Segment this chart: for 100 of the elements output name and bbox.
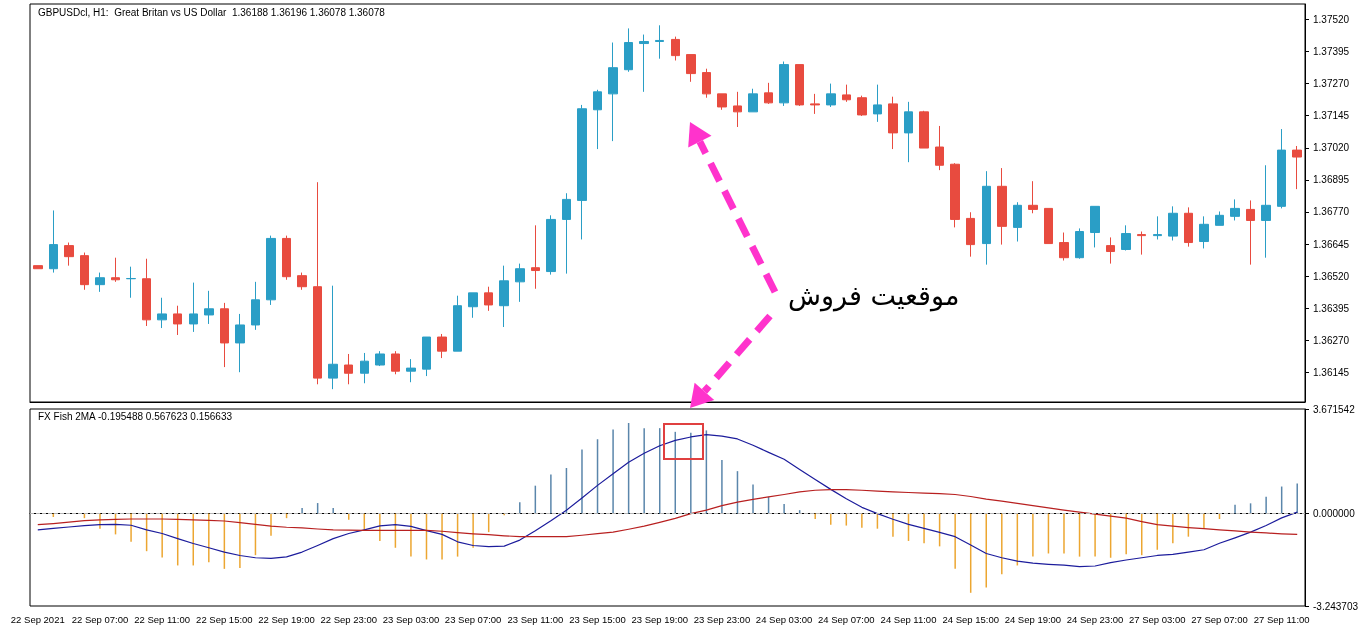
candlestick: [624, 27, 633, 73]
candlestick: [702, 68, 711, 99]
y-tick-label: 1.37145: [1313, 110, 1350, 122]
candlestick: [344, 353, 353, 385]
candlestick: [111, 257, 120, 283]
candlestick: [655, 24, 664, 60]
candlestick: [189, 282, 198, 333]
candlestick: [1121, 224, 1131, 251]
candlestick: [562, 192, 571, 275]
x-tick-label: 22 Sep 07:00: [71, 613, 129, 625]
candlestick: [764, 82, 773, 105]
candlestick: [982, 170, 991, 266]
candlestick: [1106, 236, 1115, 265]
annotation: موقعیت فروش: [788, 280, 960, 312]
x-tick-label: 27 Sep 11:00: [1253, 613, 1310, 625]
candlestick: [748, 88, 758, 113]
x-tick-label: 22 Sep 23:00: [320, 613, 378, 625]
y-tick-label: 1.36395: [1313, 302, 1350, 314]
candlestick: [297, 272, 307, 291]
candlestick: [888, 96, 898, 150]
candlestick: [1261, 164, 1271, 259]
y-tick-label: 1.36895: [1313, 174, 1350, 186]
x-tick-label: 27 Sep 07:00: [1191, 613, 1248, 625]
candlestick: [204, 290, 214, 325]
x-tick-label: 22 Sep 11:00: [134, 613, 191, 625]
candlestick: [282, 235, 291, 281]
candlestick: [49, 209, 58, 274]
candlestick: [515, 263, 525, 303]
candlestick: [499, 265, 509, 328]
candlestick: [826, 83, 836, 108]
candlestick: [406, 358, 416, 383]
chart-title: FX Fish 2MA -0.195488 0.567623 0.156633: [38, 410, 233, 422]
x-tick-label: 23 Sep 23:00: [693, 613, 751, 625]
candlestick: [810, 93, 820, 115]
y-tick-label: 1.37520: [1313, 13, 1350, 25]
candlestick: [795, 64, 804, 107]
candlestick: [919, 110, 929, 149]
x-tick-label: 22 Sep 15:00: [196, 613, 253, 625]
x-tick-label: 24 Sep 11:00: [880, 613, 937, 625]
candlestick: [1090, 205, 1100, 248]
y-tick-label: 1.37395: [1313, 46, 1350, 57]
candlestick: [1292, 145, 1302, 190]
candlestick: [328, 285, 338, 390]
candlestick: [422, 336, 431, 377]
candlestick: [235, 313, 245, 373]
candlestick: [1230, 198, 1240, 221]
x-tick-label: 24 Sep 19:00: [1004, 613, 1062, 625]
x-tick-label: 22 Sep 19:00: [258, 613, 315, 625]
candlestick: [873, 84, 882, 123]
candlestick: [1199, 215, 1209, 249]
candlestick: [360, 352, 369, 384]
x-tick-label: 22 Sep 2021: [10, 613, 65, 625]
candlestick: [95, 272, 105, 293]
y-tick-label: 0.000000: [1313, 508, 1356, 520]
candlestick: [142, 258, 151, 327]
candlestick: [251, 281, 260, 331]
candlestick: [639, 34, 649, 93]
x-tick-label: 24 Sep 15:00: [942, 613, 999, 625]
candlestick: [126, 266, 136, 299]
candlestick: [1215, 210, 1224, 226]
candlestick: [671, 36, 680, 61]
x-tick-label: 27 Sep 03:00: [1129, 613, 1186, 625]
candlestick: [608, 42, 618, 142]
candlestick: [1184, 206, 1193, 248]
candlestick: [157, 297, 167, 329]
candlestick: [779, 61, 789, 107]
candlestick: [733, 91, 742, 128]
candlestick: [1075, 227, 1084, 260]
x-tick-label: 23 Sep 07:00: [444, 613, 502, 625]
candlestick: [904, 101, 913, 163]
candlestick: [857, 95, 867, 117]
candlestick: [220, 302, 229, 368]
candlestick: [1246, 199, 1255, 266]
x-tick-label: 24 Sep 23:00: [1066, 613, 1124, 625]
candlestick: [546, 214, 556, 276]
candlestick: [80, 252, 89, 291]
y-tick-label: 1.36645: [1313, 238, 1350, 250]
y-tick-label: 1.37270: [1313, 78, 1350, 90]
candlestick: [437, 333, 447, 359]
candlestick: [1168, 205, 1178, 241]
candlestick: [997, 167, 1007, 246]
x-tick-label: 23 Sep 19:00: [631, 613, 688, 625]
line-series: [37, 434, 1298, 568]
candlestick: [391, 350, 400, 375]
y-tick-label: 1.36145: [1313, 366, 1350, 378]
x-tick-label: 24 Sep 07:00: [818, 613, 875, 625]
line-series: [37, 489, 1298, 538]
candlestick: [1028, 180, 1038, 214]
candlestick: [593, 89, 602, 150]
candlestick: [173, 305, 182, 336]
x-tick-label: 24 Sep 03:00: [755, 613, 813, 625]
y-tick-label: 1.37020: [1313, 142, 1350, 154]
chart-title: GBPUSDcl, H1: Great Britan vs US Dollar 1.36188 1.36196 1.36078 1.36078: [38, 6, 386, 18]
candlestick: [1137, 231, 1146, 256]
y-tick-label: 1.36270: [1313, 334, 1350, 346]
candlestick: [1153, 215, 1162, 240]
candlestick: [468, 292, 478, 319]
candlestick: [577, 104, 587, 240]
candlestick: [313, 181, 322, 385]
x-tick-label: 23 Sep 15:00: [569, 613, 626, 625]
